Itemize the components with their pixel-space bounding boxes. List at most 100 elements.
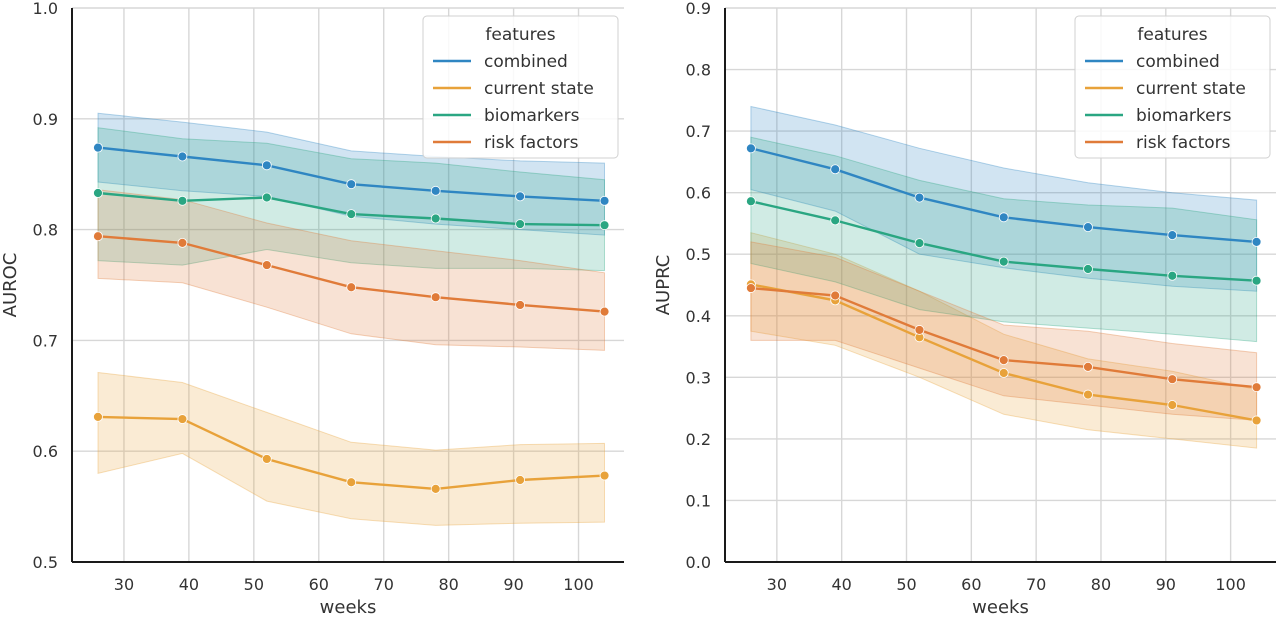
y-tick-label: 0.8 bbox=[33, 221, 58, 240]
y-tick-label: 0.8 bbox=[686, 61, 711, 80]
confidence-band bbox=[97, 112, 605, 236]
confidence-band bbox=[97, 189, 605, 351]
data-point bbox=[430, 483, 441, 494]
y-tick-label: 0.0 bbox=[686, 553, 711, 572]
x-tick-label: 60 bbox=[309, 575, 329, 594]
data-point bbox=[93, 188, 103, 198]
data-point bbox=[830, 215, 841, 226]
legend-title: features bbox=[485, 25, 555, 45]
y-tick-label: 0.3 bbox=[686, 368, 711, 387]
confidence-band bbox=[97, 127, 605, 272]
legend-entry: current state bbox=[484, 79, 594, 99]
data-point bbox=[599, 306, 610, 317]
data-point bbox=[346, 179, 357, 190]
x-tick-label: 30 bbox=[114, 575, 134, 594]
x-tick-label: 80 bbox=[1091, 575, 1111, 594]
data-point bbox=[261, 192, 272, 203]
data-point bbox=[830, 290, 841, 301]
data-point bbox=[93, 411, 103, 422]
x-tick-label: 60 bbox=[961, 575, 981, 594]
data-point bbox=[177, 414, 188, 424]
data-point bbox=[430, 213, 441, 224]
data-point bbox=[599, 470, 610, 481]
data-point bbox=[914, 325, 925, 335]
data-point bbox=[830, 164, 841, 175]
data-point bbox=[261, 260, 272, 270]
legend-entry: biomarkers bbox=[484, 106, 580, 126]
data-point bbox=[261, 160, 272, 171]
x-tick-label: 90 bbox=[1156, 575, 1176, 594]
data-point bbox=[515, 300, 525, 310]
data-point bbox=[746, 143, 756, 154]
legend-entry: biomarkers bbox=[1136, 106, 1232, 126]
legend: features combined current state biomarkers r… bbox=[1074, 15, 1271, 159]
data-point bbox=[1083, 389, 1093, 400]
confidence-band bbox=[750, 136, 1258, 343]
y-tick-label: 0.6 bbox=[33, 442, 58, 461]
legend-entry: combined bbox=[484, 52, 568, 72]
y-tick-label: 0.2 bbox=[686, 430, 711, 449]
y-tick-label: 0.7 bbox=[33, 331, 58, 350]
data-point bbox=[515, 191, 525, 202]
data-point bbox=[1251, 237, 1262, 247]
y-tick-label: 0.7 bbox=[686, 122, 711, 141]
data-point bbox=[599, 220, 610, 231]
data-point bbox=[93, 231, 103, 242]
data-point bbox=[599, 195, 610, 206]
data-point bbox=[93, 142, 103, 153]
y-tick-label: 0.5 bbox=[686, 245, 711, 264]
data-point bbox=[1083, 222, 1093, 233]
data-point bbox=[998, 368, 1009, 378]
data-point bbox=[430, 292, 441, 303]
confidence-band bbox=[97, 371, 605, 526]
x-tick-label: 70 bbox=[374, 575, 394, 594]
x-tick-label: 40 bbox=[179, 575, 199, 594]
data-point bbox=[998, 212, 1009, 223]
chart-panel-2: 30 40 50 60 70 80 90 100 0.0 0.1 0.2 0.3 0.4 0.5 0.6 0.… bbox=[653, 0, 1276, 617]
x-tick-label: 50 bbox=[244, 575, 264, 594]
y-tick-label: 0.5 bbox=[33, 553, 58, 572]
data-point bbox=[261, 454, 272, 464]
data-point bbox=[998, 256, 1009, 267]
x-tick-label: 90 bbox=[503, 575, 523, 594]
legend-box bbox=[1074, 15, 1271, 159]
data-point bbox=[1251, 382, 1262, 393]
y-tick-label: 0.4 bbox=[686, 307, 711, 326]
y-tick-label: 0.9 bbox=[686, 0, 711, 18]
data-point bbox=[177, 237, 188, 248]
y-axis-label: AUROC bbox=[0, 253, 21, 318]
data-point bbox=[914, 238, 925, 249]
x-tick-label: 30 bbox=[767, 575, 787, 594]
x-axis-label: weeks bbox=[320, 597, 377, 617]
data-point bbox=[746, 283, 756, 293]
data-point bbox=[998, 355, 1009, 365]
x-tick-label: 40 bbox=[832, 575, 852, 594]
legend-entry: combined bbox=[1136, 52, 1220, 72]
x-tick-label: 80 bbox=[438, 575, 458, 594]
x-tick-label: 50 bbox=[896, 575, 916, 594]
chart-panel-1: 30 40 50 60 70 80 90 100 0.5 0.6 0.7 0.8 0.9 1.0 weeks… bbox=[0, 0, 624, 617]
data-point bbox=[1167, 230, 1178, 241]
data-point bbox=[1083, 264, 1093, 274]
legend-entry: current state bbox=[1136, 79, 1246, 99]
data-point bbox=[914, 192, 925, 203]
confidence-band bbox=[750, 232, 1258, 449]
legend-title: features bbox=[1137, 25, 1207, 45]
legend-box bbox=[422, 15, 619, 159]
data-point bbox=[346, 477, 357, 488]
x-axis-label: weeks bbox=[972, 597, 1029, 617]
data-point bbox=[1251, 415, 1262, 426]
data-point bbox=[430, 185, 441, 196]
legend-entry: risk factors bbox=[1136, 133, 1231, 153]
y-tick-label: 0.1 bbox=[686, 491, 711, 510]
data-point bbox=[515, 475, 525, 485]
x-tick-label: 100 bbox=[563, 575, 594, 594]
x-tick-label: 70 bbox=[1026, 575, 1046, 594]
y-axis-label: AUPRC bbox=[653, 255, 674, 316]
y-tick-label: 0.9 bbox=[33, 110, 58, 129]
data-point bbox=[346, 282, 357, 293]
data-point bbox=[515, 219, 525, 229]
data-point bbox=[1083, 361, 1093, 372]
x-tick-label: 100 bbox=[1215, 575, 1246, 594]
